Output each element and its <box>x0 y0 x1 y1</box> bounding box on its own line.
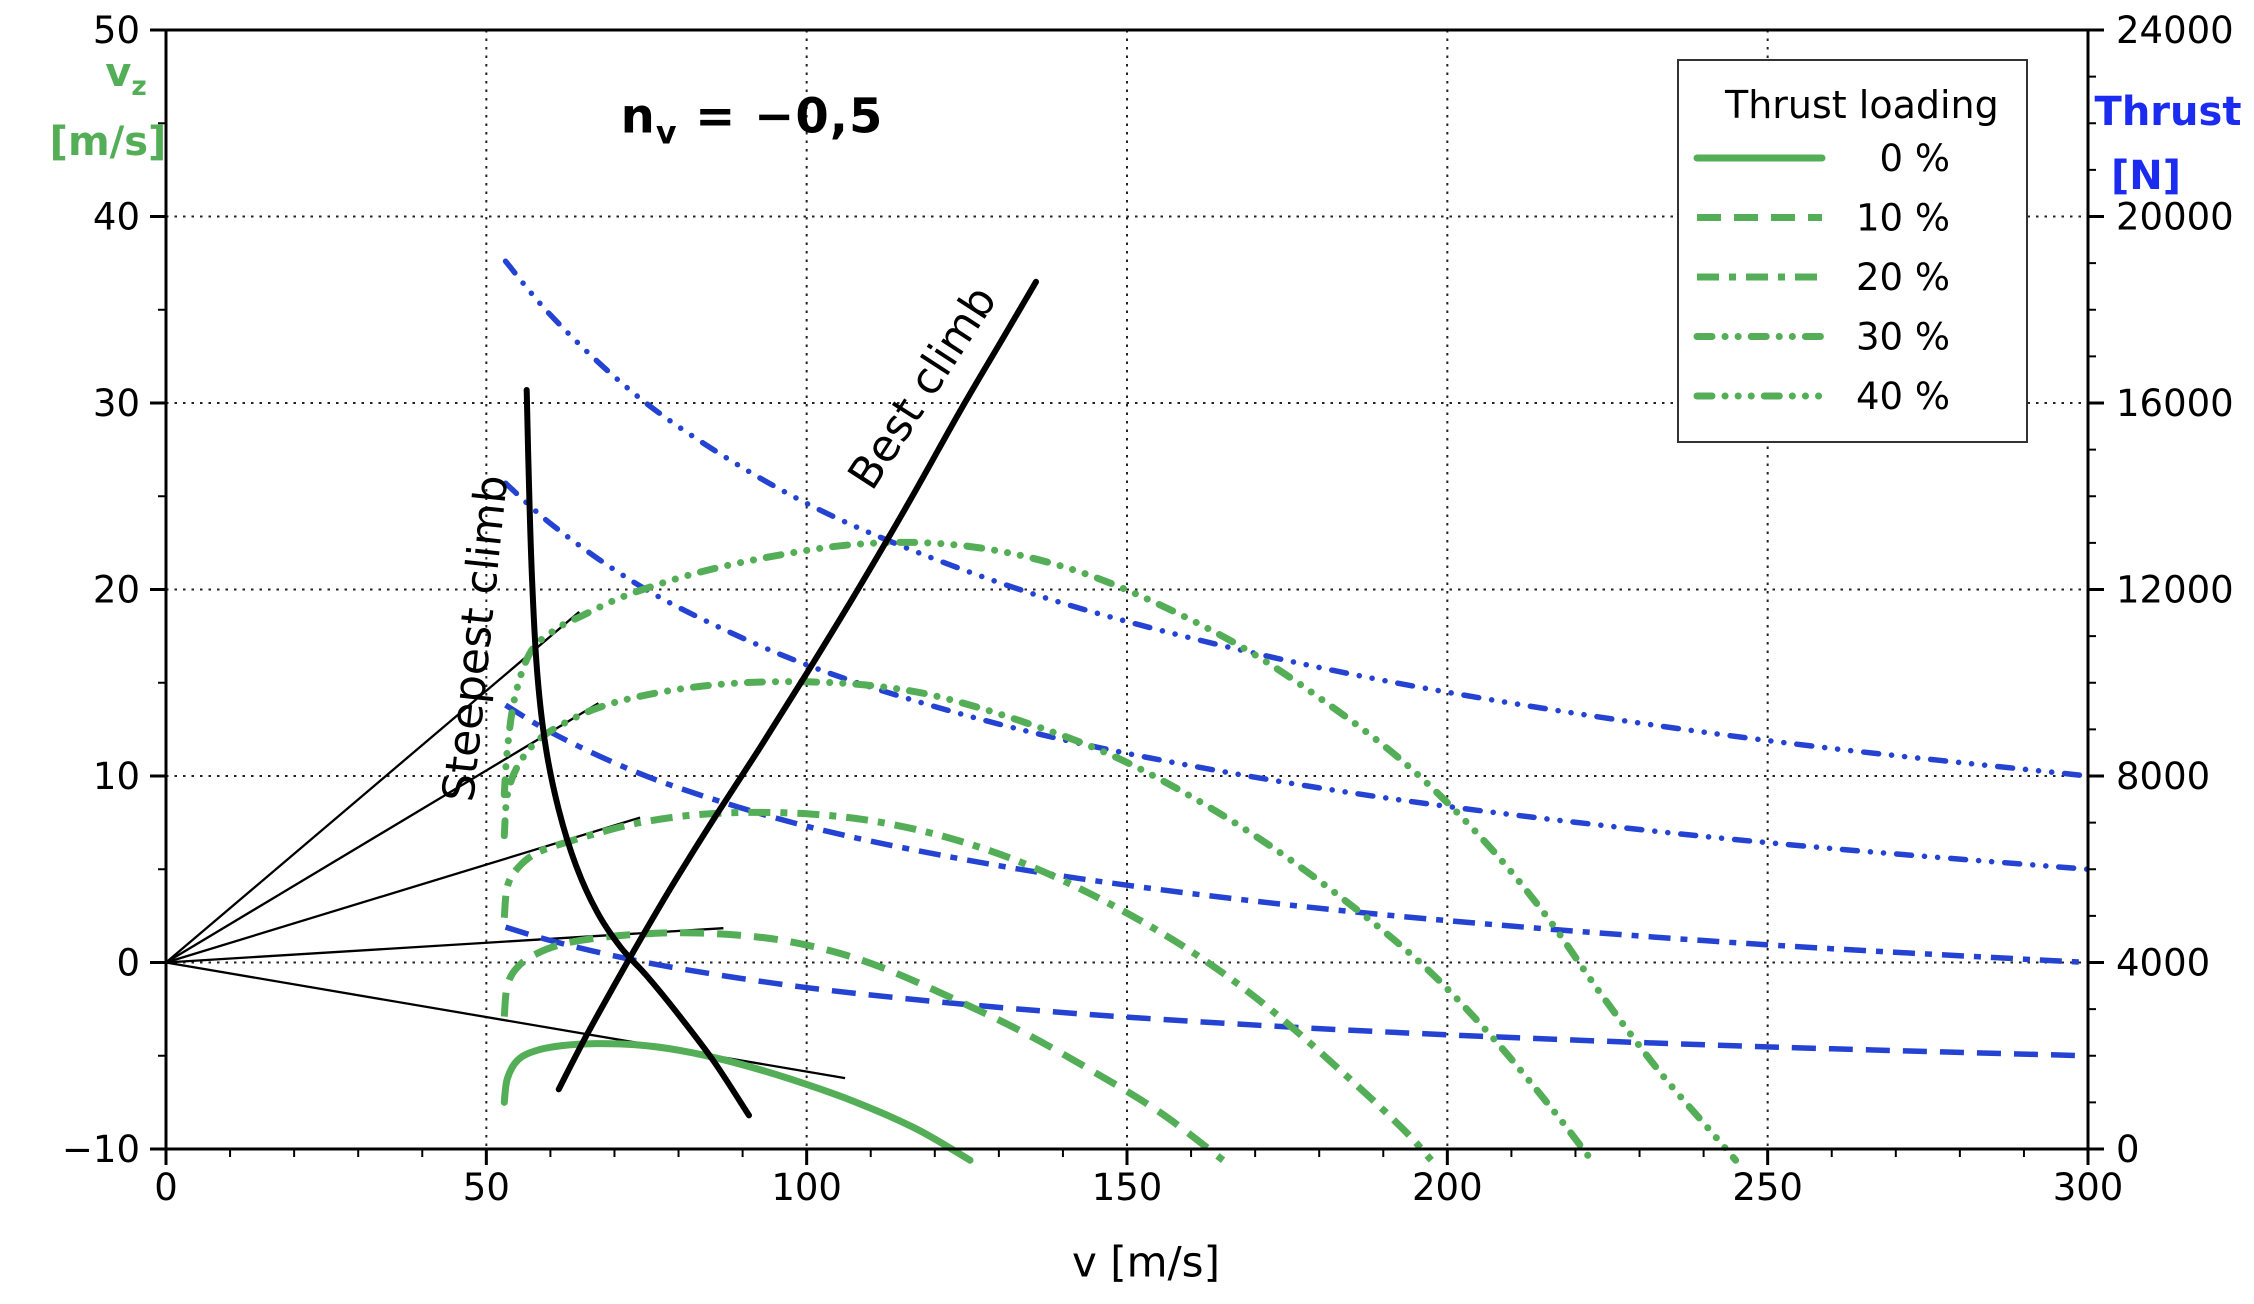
tangent-line <box>165 702 600 964</box>
curve-thrust-30pct <box>502 480 2091 873</box>
x-tick-label: 0 <box>154 1166 178 1209</box>
y-left-tick-label: 20 <box>93 569 140 612</box>
legend-title: Thrust loading <box>1724 83 1999 127</box>
y-right-tick-label: 20000 <box>2116 196 2234 239</box>
title-base: n <box>620 88 656 145</box>
right-axis-unit: [N] <box>2110 153 2182 199</box>
y-right-tick-label: 16000 <box>2116 382 2234 425</box>
y-left-tick-label: 50 <box>93 9 140 52</box>
legend-label-10%: 10 % <box>1856 197 1950 240</box>
legend-box <box>1677 59 2028 443</box>
x-tick-label: 50 <box>463 1166 510 1209</box>
legend-label-20%: 20 % <box>1856 256 1950 299</box>
y-right-tick-label: 4000 <box>2116 942 2210 985</box>
y-left-tick-label: −10 <box>62 1128 140 1171</box>
title-sub: v <box>655 115 678 152</box>
y-right-tick-label: 8000 <box>2116 755 2210 798</box>
curve-best-climb <box>555 278 1039 1093</box>
y-left-tick-label: 30 <box>93 382 140 425</box>
tangent-line <box>165 611 580 964</box>
y-left-tick-label: 40 <box>93 196 140 239</box>
x-axis-title: v [m/s] <box>1072 1237 1220 1287</box>
curve-climb-40pct <box>500 538 1740 1164</box>
y-left-tick-label: 10 <box>93 755 140 798</box>
right-axis-title: Thrust <box>2094 89 2242 135</box>
y-right-tick-label: 12000 <box>2116 569 2234 612</box>
x-tick-label: 300 <box>2053 1166 2124 1209</box>
left-axis-symbol: vz <box>105 50 147 102</box>
tangent-line <box>165 927 724 964</box>
chart-title: nv = −0,5 <box>621 89 884 152</box>
label-best-climb: Best climb <box>838 277 1007 498</box>
legend-label-0%: 0 % <box>1880 137 1950 180</box>
legend-label-40%: 40 % <box>1856 375 1950 418</box>
y-right-tick-label: 0 <box>2116 1128 2140 1171</box>
curve-climb-20pct <box>500 808 1434 1163</box>
title-rest: = −0,5 <box>677 88 884 145</box>
x-tick-label: 250 <box>1732 1166 1803 1209</box>
x-tick-label: 100 <box>771 1166 842 1209</box>
curve-steepest-climb <box>523 386 752 1119</box>
left-axis-unit: [m/s] <box>49 119 167 165</box>
y-right-tick-label: 24000 <box>2116 9 2234 52</box>
curve-thrust-10pct <box>504 924 2089 1059</box>
x-tick-label: 150 <box>1092 1166 1163 1209</box>
curve-thrust-20pct <box>504 702 2089 966</box>
curve-climb-0pct <box>500 1040 974 1164</box>
legend-label-30%: 30 % <box>1856 316 1950 359</box>
x-tick-label: 200 <box>1412 1166 1483 1209</box>
curve-climb-30pct <box>500 678 1595 1164</box>
y-left-tick-label: 0 <box>116 942 140 985</box>
